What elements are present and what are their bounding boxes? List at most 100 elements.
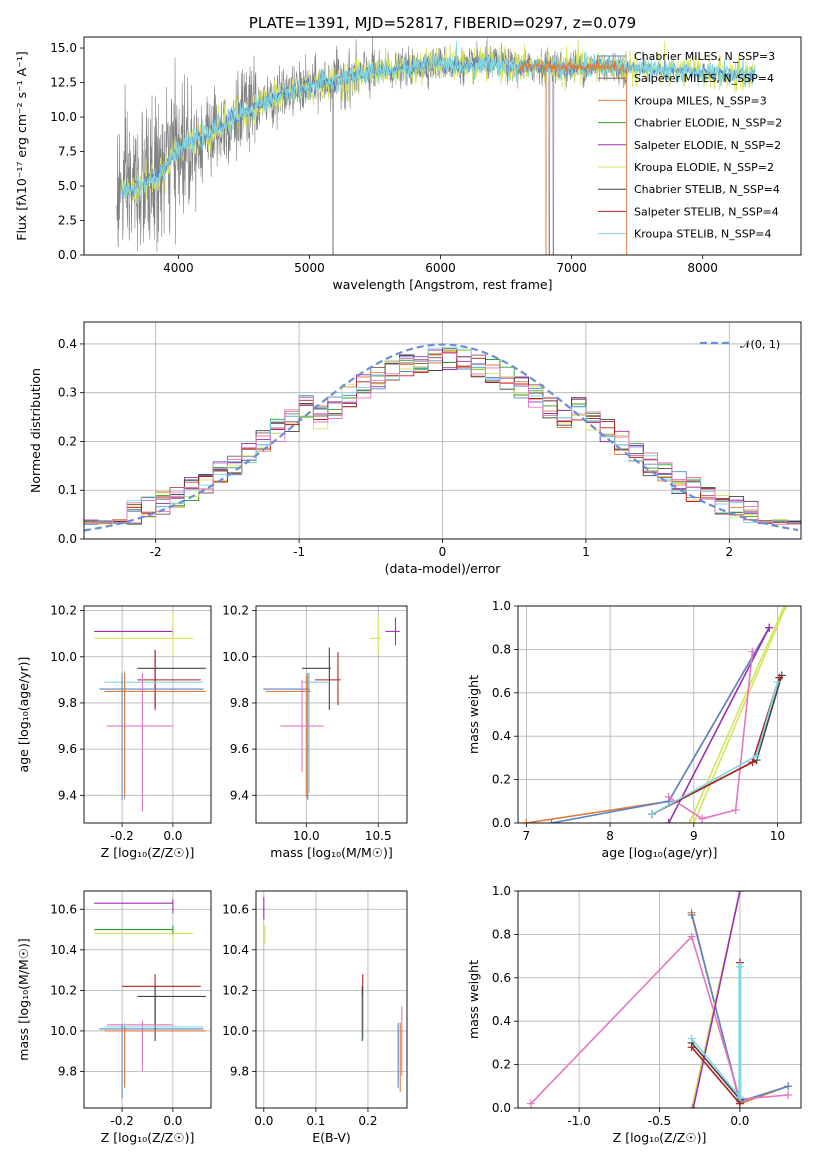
legend: 𝒩(0, 1) xyxy=(700,338,780,351)
series-marker xyxy=(775,673,784,682)
x-tick-label: 0.0 xyxy=(730,1114,749,1128)
series-marker xyxy=(689,819,698,823)
error-bar-point xyxy=(137,986,206,1042)
x-tick-label: 9 xyxy=(690,829,698,843)
series-marker xyxy=(735,891,744,895)
y-tick-label: 0.8 xyxy=(492,642,511,656)
series-marker xyxy=(647,810,656,819)
y-axis-label: mass weight xyxy=(466,960,481,1039)
axes-frame xyxy=(83,605,212,824)
y-tick-label: 0.6 xyxy=(492,686,511,700)
legend-entry: Kroupa MILES, N_SSP=3 xyxy=(634,94,767,107)
y-tick-label: 10.0 xyxy=(222,650,249,664)
x-tick-label: -2 xyxy=(150,545,162,559)
y-tick-label: 10.4 xyxy=(50,943,77,957)
error-bar-point xyxy=(137,649,206,708)
series-line xyxy=(668,651,754,820)
y-tick-label: 10.6 xyxy=(50,902,77,916)
y-tick-label: 2.5 xyxy=(58,214,77,228)
error-bar-point xyxy=(104,1022,204,1086)
mass-weight-series xyxy=(687,962,744,1102)
mass-weight-series xyxy=(689,606,790,823)
y-tick-label: 9.8 xyxy=(58,1064,77,1078)
series-line xyxy=(667,627,770,823)
chart-title: PLATE=1391, MJD=52817, FIBERID=0297, z=0… xyxy=(249,14,636,32)
mass-vs-ebv-panel: 0.0 0.1 0.2 9.8 10.0 10.2 10.4 10.6 E(B-V) xyxy=(222,890,408,1145)
y-tick-label: 10.0 xyxy=(50,110,77,124)
x-tick-label: 0.2 xyxy=(358,1114,377,1128)
y-tick-label: 15.0 xyxy=(50,41,77,55)
series-marker xyxy=(687,910,696,919)
mass-weight-series xyxy=(689,891,744,1108)
legend-entry: Kroupa ELODIE, N_SSP=2 xyxy=(634,161,774,174)
error-bar-point xyxy=(122,974,201,1031)
x-axis-label: wavelength [Angstrom, rest frame] xyxy=(332,277,552,292)
x-tick-label: 4000 xyxy=(163,261,194,275)
legend-entry: Chabrier MILES, N_SSP=3 xyxy=(634,50,775,63)
plot-area xyxy=(263,615,400,800)
mass-weight-vs-metallicity-panel: -1.0 -0.5 0.0 0.0 0.2 0.4 0.6 0.8 1.0 Z [log₁₀(Z/… xyxy=(466,884,802,1145)
axes-frame xyxy=(255,605,408,824)
mass-weight-series xyxy=(664,647,757,823)
error-bar-point xyxy=(94,612,194,657)
y-tick-label: 0.4 xyxy=(492,1014,511,1028)
x-tick-label: 0.1 xyxy=(306,1114,325,1128)
x-tick-label: 2 xyxy=(725,545,733,559)
series-line xyxy=(692,891,741,1108)
plot-area xyxy=(116,37,756,255)
y-tick-label: 7.5 xyxy=(58,145,77,159)
error-bar-point xyxy=(94,626,174,637)
y-tick-label: 12.5 xyxy=(50,76,77,90)
series-marker xyxy=(784,1090,793,1099)
series-marker xyxy=(685,819,694,823)
y-tick-label: 0.4 xyxy=(492,729,511,743)
x-axis-label: Z [log₁₀(Z/Z☉)] xyxy=(101,845,195,860)
y-tick-label: 0.1 xyxy=(58,483,77,497)
x-tick-label: 5000 xyxy=(294,261,325,275)
mass-weight-series xyxy=(526,932,793,1108)
y-tick-label: 10.2 xyxy=(50,604,77,618)
x-tick-label: 10 xyxy=(770,829,785,843)
plot-area xyxy=(526,891,793,1108)
y-axis-label: age [log₁₀(age/yr)] xyxy=(16,657,31,773)
y-tick-label: 10.0 xyxy=(222,1024,249,1038)
y-tick-label: 0.2 xyxy=(492,773,511,787)
legend-entry: Chabrier ELODIE, N_SSP=2 xyxy=(634,117,782,130)
series-marker xyxy=(689,1104,698,1108)
x-tick-label: -1 xyxy=(293,545,305,559)
y-tick-label: 9.6 xyxy=(230,742,249,756)
x-axis-label: (data-model)/error xyxy=(385,561,502,576)
mass-weight-series xyxy=(547,623,774,823)
legend-entry: Salpeter ELODIE, N_SSP=2 xyxy=(634,139,781,152)
x-tick-label: 10.0 xyxy=(293,829,320,843)
y-tick-label: 0.0 xyxy=(58,248,77,262)
y-tick-label: 1.0 xyxy=(492,599,511,613)
y-tick-label: 1.0 xyxy=(492,884,511,898)
y-tick-label: 0.0 xyxy=(58,532,77,546)
plot-area xyxy=(94,899,206,1098)
x-axis-label: Z [log₁₀(Z/Z☉)] xyxy=(101,1130,195,1145)
plot-area xyxy=(94,612,206,812)
x-tick-label: 10.5 xyxy=(365,829,392,843)
spectrum-panel: 4000 5000 6000 7000 8000 0.0 2.5 5.0 7.5 10.0 12.5… xyxy=(14,14,802,292)
series-marker xyxy=(698,814,707,823)
residuals-panel: -2 -1 0 1 2 0.0 0.1 0.2 0.3 0.4 (data-model)/error… xyxy=(28,321,802,576)
series-line xyxy=(551,627,770,823)
error-bar-point xyxy=(104,670,204,800)
y-tick-label: 9.6 xyxy=(58,742,77,756)
x-tick-label: 8 xyxy=(606,829,614,843)
y-axis-label: Flux [fλ10⁻¹⁷ erg cm⁻² s⁻¹ A⁻¹] xyxy=(14,51,29,240)
mass-weight-series xyxy=(664,623,774,823)
y-tick-label: 9.4 xyxy=(58,788,77,802)
x-tick-label: 8000 xyxy=(687,261,718,275)
series-line xyxy=(693,606,787,823)
y-tick-label: 0.0 xyxy=(492,1101,511,1115)
y-tick-label: 9.8 xyxy=(230,696,249,710)
mass-vs-metallicity-panel: -0.2 0.0 9.8 10.0 10.2 10.4 10.6 Z [log₁₀(Z/Z☉)… xyxy=(16,890,212,1145)
series-line xyxy=(691,1042,741,1100)
error-bar-point xyxy=(302,647,331,710)
x-tick-label: -0.2 xyxy=(110,1114,133,1128)
y-tick-label: 0.8 xyxy=(492,927,511,941)
axes-frame xyxy=(83,36,802,256)
y-tick-label: 0.2 xyxy=(58,434,77,448)
